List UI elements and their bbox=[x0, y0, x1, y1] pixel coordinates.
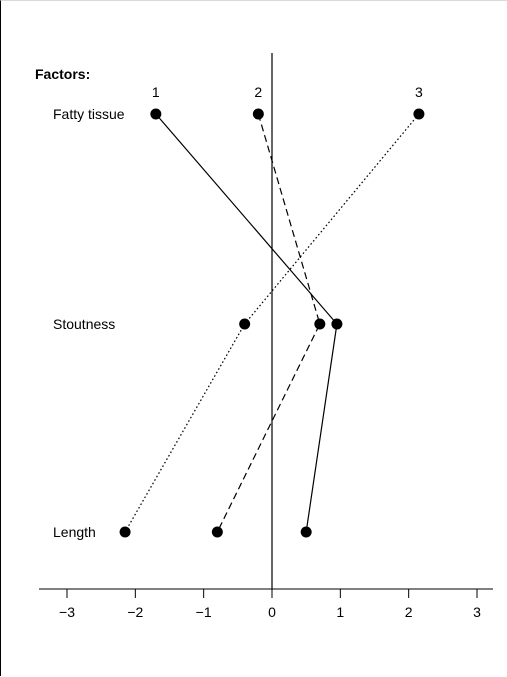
data-point bbox=[314, 318, 326, 330]
x-tick-label: −3 bbox=[59, 604, 75, 620]
series-label: 3 bbox=[415, 84, 423, 100]
data-point bbox=[150, 108, 162, 120]
data-point bbox=[300, 526, 312, 538]
x-tick-label: 0 bbox=[268, 604, 276, 620]
data-point bbox=[252, 108, 264, 120]
chart-title: Factors: bbox=[35, 66, 90, 82]
category-label: Length bbox=[53, 524, 96, 540]
series-label: 1 bbox=[152, 84, 160, 100]
series-line bbox=[216, 113, 321, 533]
data-point bbox=[119, 526, 131, 538]
data-point bbox=[211, 526, 223, 538]
category-label: Fatty tissue bbox=[53, 106, 125, 122]
data-point bbox=[413, 108, 425, 120]
axis-layer: −3 −2 −1 0 1 2 3 Fatty tissue Stoutness Length bbox=[39, 53, 493, 620]
data-point bbox=[331, 318, 343, 330]
x-tick-label: 3 bbox=[473, 604, 481, 620]
x-tick-label: −1 bbox=[196, 604, 212, 620]
x-tick-label: 1 bbox=[336, 604, 344, 620]
x-tick-label: −2 bbox=[127, 604, 143, 620]
series-layer: 1 2 3 bbox=[119, 84, 425, 538]
series-label: 2 bbox=[254, 84, 262, 100]
data-point bbox=[239, 318, 251, 330]
category-label: Stoutness bbox=[53, 316, 115, 332]
x-tick-label: 2 bbox=[405, 604, 413, 620]
